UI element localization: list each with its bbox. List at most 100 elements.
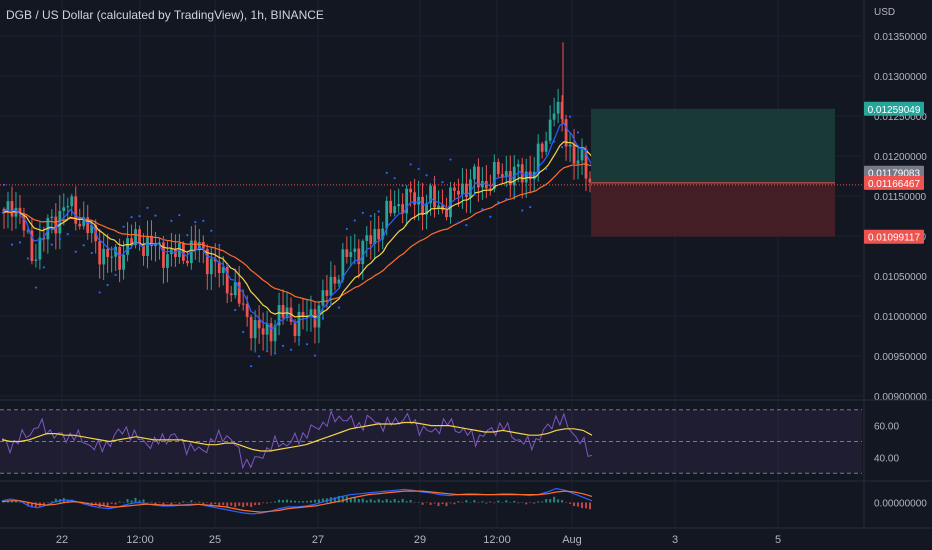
candle-body	[504, 171, 508, 178]
candle-body	[209, 258, 213, 275]
psar-dot	[361, 211, 364, 215]
macd-histogram-bar	[421, 502, 424, 505]
candle-body	[369, 235, 373, 245]
candle-body	[102, 248, 106, 265]
macd-histogram-bar	[453, 502, 456, 505]
macd-histogram-bar	[489, 501, 492, 503]
psar-dot	[497, 201, 500, 204]
candle-body	[325, 290, 329, 296]
candle-body	[78, 223, 82, 227]
macd-histogram-bar	[106, 502, 109, 507]
macd-histogram-bar	[202, 502, 205, 505]
candle-body	[225, 267, 229, 294]
candle-body	[321, 290, 325, 306]
candle-body	[42, 237, 46, 240]
macd-histogram-bar	[433, 502, 436, 504]
psar-dot	[545, 167, 548, 170]
macd-histogram-bar	[178, 502, 181, 504]
ema-mid-line	[1, 141, 593, 318]
chart-title: DGB / US Dollar (calculated by TradingVi…	[6, 8, 324, 22]
candle-body	[385, 200, 389, 229]
candle-body	[476, 166, 480, 188]
psar-dot	[473, 193, 476, 196]
macd-histogram-bar	[222, 502, 225, 506]
macd-histogram-bar	[525, 502, 528, 505]
candle-body	[341, 249, 345, 280]
time-axis-label: Aug	[562, 534, 582, 546]
macd-histogram-bar	[477, 502, 480, 503]
time-axis-label: 3	[672, 534, 678, 546]
candle-body	[166, 254, 169, 268]
candle-body	[333, 276, 337, 284]
macd-histogram-bar	[409, 499, 412, 503]
psar-dot	[457, 221, 460, 224]
psar-dot	[50, 243, 53, 246]
psar-dot	[122, 225, 125, 228]
macd-histogram-bar	[262, 502, 265, 504]
price-axis-label: 0.01000000	[874, 312, 927, 323]
candle-body	[309, 309, 313, 317]
macd-histogram-bar	[401, 498, 404, 503]
psar-dot	[393, 177, 396, 180]
macd-histogram-bar	[114, 502, 117, 505]
psar-dot	[521, 209, 524, 212]
currency-label: USD	[874, 7, 895, 18]
candle-body	[329, 276, 333, 296]
macd-histogram-bar	[54, 498, 57, 503]
candle-body	[397, 204, 401, 207]
psar-dot	[297, 338, 301, 342]
candle-body	[185, 260, 189, 264]
ema-fast-line	[1, 122, 593, 330]
psar-dot	[202, 219, 205, 222]
psar-dot	[34, 286, 37, 289]
psar-dot	[385, 171, 388, 174]
macd-histogram-bar	[469, 502, 472, 503]
macd-histogram-bar	[457, 501, 460, 503]
macd-histogram-bar	[130, 500, 133, 503]
macd-histogram-bar	[373, 500, 376, 503]
psar-dot	[178, 213, 181, 217]
psar-dot	[576, 131, 580, 134]
macd-histogram-bar	[569, 502, 572, 504]
candle-body	[50, 216, 54, 218]
price-axis-label: 0.01300000	[874, 72, 927, 83]
candle-body	[532, 171, 536, 180]
psar-dot	[18, 241, 22, 244]
candle-body	[516, 164, 520, 167]
macd-histogram-bar	[381, 500, 384, 503]
candle-body	[413, 192, 416, 205]
price-axis-label: 0.01050000	[874, 272, 927, 283]
candle-body	[82, 217, 86, 227]
candle-body	[536, 143, 540, 172]
macd-histogram-bar	[126, 499, 129, 503]
psar-dot	[154, 214, 157, 217]
candle-body	[62, 207, 66, 212]
macd-histogram-bar	[309, 500, 312, 503]
psar-dot	[266, 350, 269, 353]
candle-body	[193, 240, 197, 251]
candle-body	[205, 248, 209, 275]
candle-body	[373, 228, 377, 245]
macd-histogram-bar	[158, 502, 161, 503]
macd-histogram-bar	[553, 496, 556, 503]
candle-body	[461, 183, 464, 195]
psar-dot	[537, 170, 540, 173]
psar-dot	[313, 354, 317, 357]
macd-histogram-bar	[565, 502, 568, 503]
candle-body	[30, 230, 34, 261]
macd-histogram-bar	[397, 500, 400, 503]
candle-body	[405, 188, 409, 214]
macd-histogram-bar	[425, 502, 428, 503]
macd-histogram-bar	[513, 500, 516, 503]
macd-histogram-bar	[461, 502, 464, 503]
psar-dot	[130, 216, 133, 219]
candle-body	[229, 293, 233, 296]
candle-body	[548, 119, 552, 141]
candle-body	[18, 207, 22, 215]
candle-body	[273, 325, 277, 342]
macd-histogram-bar	[541, 501, 544, 503]
time-axis-label: 5	[775, 534, 781, 546]
macd-histogram-bar	[150, 501, 153, 503]
